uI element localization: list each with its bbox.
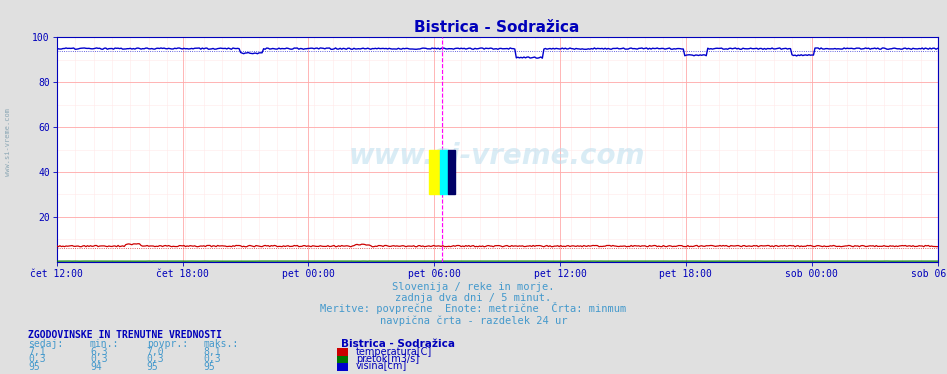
Text: 0,3: 0,3 <box>90 354 108 364</box>
Text: 7,1: 7,1 <box>28 347 46 356</box>
Text: 0,3: 0,3 <box>204 354 222 364</box>
Text: ZGODOVINSKE IN TRENUTNE VREDNOSTI: ZGODOVINSKE IN TRENUTNE VREDNOSTI <box>28 331 223 340</box>
Text: povpr.:: povpr.: <box>147 339 188 349</box>
Text: maks.:: maks.: <box>204 339 239 349</box>
Bar <box>429 150 440 194</box>
Text: navpična črta - razdelek 24 ur: navpična črta - razdelek 24 ur <box>380 315 567 325</box>
Text: zadnja dva dni / 5 minut.: zadnja dva dni / 5 minut. <box>396 293 551 303</box>
Text: 0,3: 0,3 <box>28 354 46 364</box>
Text: 95: 95 <box>204 362 215 371</box>
Text: 95: 95 <box>28 362 40 371</box>
Text: Slovenija / reke in morje.: Slovenija / reke in morje. <box>392 282 555 292</box>
Text: 94: 94 <box>90 362 101 371</box>
Text: Meritve: povprečne  Enote: metrične  Črta: minmum: Meritve: povprečne Enote: metrične Črta:… <box>320 302 627 314</box>
Bar <box>440 150 448 194</box>
Text: pretok[m3/s]: pretok[m3/s] <box>356 354 420 364</box>
Text: sedaj:: sedaj: <box>28 339 63 349</box>
Text: www.si-vreme.com: www.si-vreme.com <box>348 142 646 170</box>
Text: min.:: min.: <box>90 339 119 349</box>
Text: 8,1: 8,1 <box>204 347 222 356</box>
Text: 95: 95 <box>147 362 158 371</box>
Title: Bistrica - Sodražica: Bistrica - Sodražica <box>415 20 580 35</box>
Text: 0,3: 0,3 <box>147 354 165 364</box>
Text: temperatura[C]: temperatura[C] <box>356 347 433 356</box>
Text: 7,0: 7,0 <box>147 347 165 356</box>
Text: višina[cm]: višina[cm] <box>356 361 407 371</box>
Text: 6,3: 6,3 <box>90 347 108 356</box>
Text: www.si-vreme.com: www.si-vreme.com <box>5 108 10 176</box>
Text: Bistrica - Sodražica: Bistrica - Sodražica <box>341 339 455 349</box>
Bar <box>448 150 456 194</box>
